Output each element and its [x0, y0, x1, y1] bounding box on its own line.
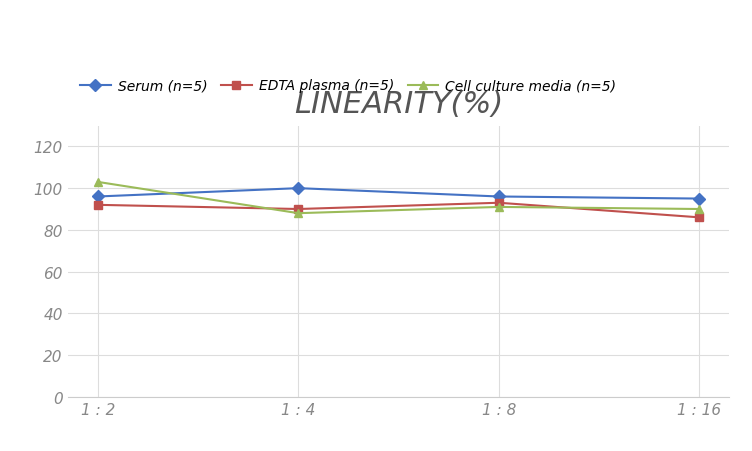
Serum (n=5) [93, 194, 102, 200]
EDTA plasma (n=5) [93, 202, 102, 208]
EDTA plasma (n=5) [494, 201, 503, 206]
Title: LINEARITY(%): LINEARITY(%) [294, 89, 503, 119]
Line: Serum (n=5): Serum (n=5) [93, 184, 704, 203]
Line: Cell culture media (n=5): Cell culture media (n=5) [93, 178, 704, 218]
Cell culture media (n=5) [695, 207, 704, 212]
Legend: Serum (n=5), EDTA plasma (n=5), Cell culture media (n=5): Serum (n=5), EDTA plasma (n=5), Cell cul… [74, 74, 622, 99]
Line: EDTA plasma (n=5): EDTA plasma (n=5) [93, 199, 704, 222]
Cell culture media (n=5) [294, 211, 303, 216]
Cell culture media (n=5) [93, 180, 102, 185]
EDTA plasma (n=5) [294, 207, 303, 212]
Serum (n=5) [494, 194, 503, 200]
Serum (n=5) [294, 186, 303, 191]
Cell culture media (n=5) [494, 205, 503, 210]
Serum (n=5) [695, 197, 704, 202]
EDTA plasma (n=5) [695, 215, 704, 221]
